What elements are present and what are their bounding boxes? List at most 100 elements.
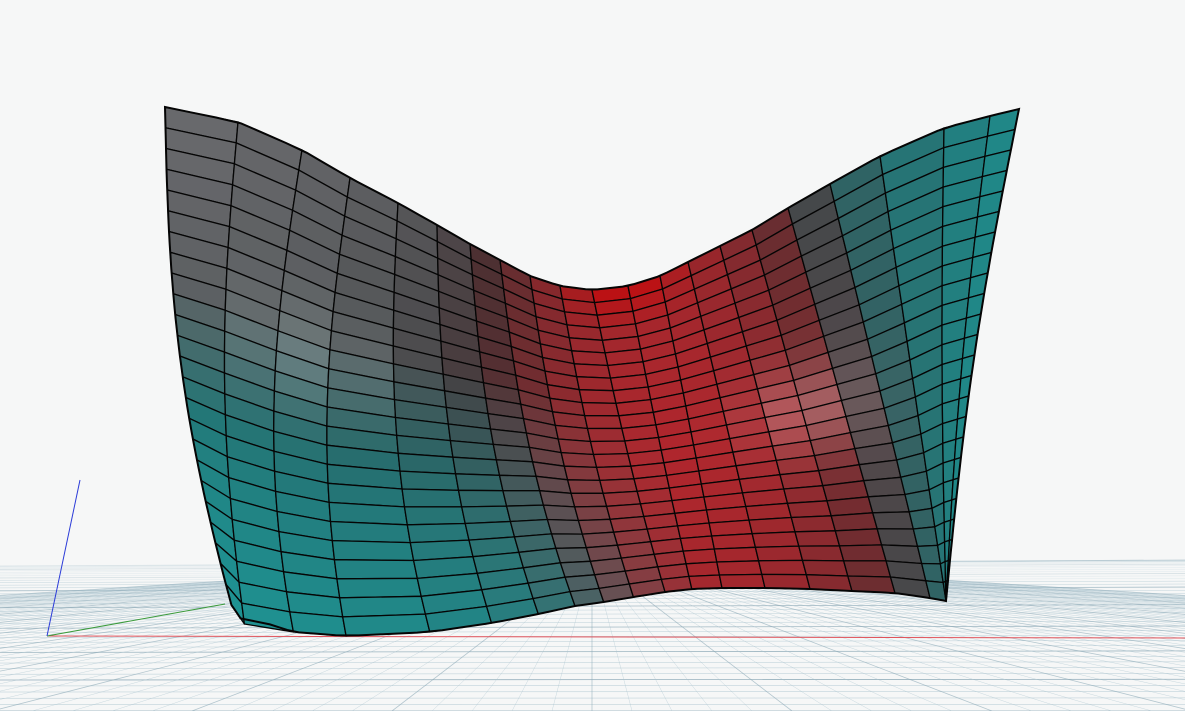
mesh-face xyxy=(716,560,763,576)
grid-line xyxy=(0,565,465,597)
mesh-face xyxy=(786,500,832,519)
mesh-face xyxy=(574,505,611,522)
mesh-face xyxy=(457,489,508,508)
grid-line xyxy=(690,565,1185,609)
surface-cells xyxy=(164,106,1020,637)
grid-line xyxy=(699,565,1185,605)
grid-line xyxy=(693,565,1185,608)
mesh-face xyxy=(761,573,811,590)
mesh-face xyxy=(397,452,457,475)
mesh-face xyxy=(748,516,796,535)
mesh-face xyxy=(555,547,592,564)
mesh-face xyxy=(581,401,620,417)
mesh-face xyxy=(711,533,757,550)
grid-line xyxy=(0,616,1185,620)
mesh-face xyxy=(863,476,906,498)
grid-line xyxy=(721,565,1185,597)
grid-line xyxy=(627,565,1185,700)
mesh-face xyxy=(688,574,723,590)
mesh-face xyxy=(560,451,598,469)
mesh-face xyxy=(336,577,422,599)
mesh-face xyxy=(908,507,936,530)
mesh-face xyxy=(876,528,919,547)
grid-line xyxy=(631,565,1185,685)
mesh-face xyxy=(916,544,942,565)
grid-line xyxy=(0,608,1185,612)
grid-line xyxy=(646,565,1185,649)
mesh-face xyxy=(566,479,604,494)
grid-line xyxy=(0,565,467,598)
mesh-face xyxy=(331,539,415,562)
grid-line xyxy=(0,565,478,602)
mesh-face xyxy=(682,548,718,565)
grid-line xyxy=(0,678,1185,681)
mesh-face xyxy=(571,350,609,367)
mesh-face xyxy=(838,544,887,562)
mesh-face xyxy=(461,505,512,525)
grid-line xyxy=(0,565,485,605)
mesh-face xyxy=(406,522,470,544)
grid-line xyxy=(649,565,1185,646)
grid-line xyxy=(0,565,463,597)
mesh-face xyxy=(563,465,601,482)
grid-line xyxy=(0,565,491,608)
mesh-face xyxy=(454,473,504,492)
grid-line xyxy=(0,565,494,609)
z-axis-line xyxy=(46,479,81,637)
mesh-face xyxy=(798,545,845,562)
mesh-face xyxy=(718,573,766,589)
mesh-face xyxy=(546,518,583,535)
mesh-face xyxy=(498,474,541,492)
grid-line xyxy=(0,565,472,600)
mesh-face xyxy=(539,490,576,508)
x-axis-line xyxy=(46,635,1185,639)
mesh-face xyxy=(570,492,608,508)
grid-line xyxy=(710,565,1185,600)
mesh-face xyxy=(751,531,800,548)
grid-line xyxy=(0,565,496,610)
mesh-face xyxy=(550,533,587,549)
grid-line xyxy=(640,565,1185,662)
mesh-face xyxy=(921,562,944,584)
grid-line xyxy=(723,565,1185,596)
mesh-face xyxy=(595,465,635,482)
grid-line xyxy=(0,656,1185,658)
grid-line xyxy=(0,565,480,603)
mesh-face xyxy=(495,459,537,477)
mesh-face xyxy=(592,452,632,469)
mesh-face xyxy=(757,559,807,576)
mesh-face xyxy=(502,490,545,507)
grid-line xyxy=(644,565,1185,653)
mesh-face xyxy=(754,545,804,562)
surface-mesh[interactable] xyxy=(163,105,1021,637)
mesh-face xyxy=(333,559,418,580)
grid-line xyxy=(695,565,1185,607)
grid-line xyxy=(688,565,1185,610)
mesh-face xyxy=(801,559,849,577)
grid-line xyxy=(0,565,461,596)
grid-line xyxy=(0,565,487,606)
grid-line xyxy=(0,565,489,607)
mesh-face xyxy=(576,376,614,392)
y-axis-line xyxy=(46,603,226,637)
mesh-face xyxy=(834,528,883,547)
grid-line xyxy=(0,640,1185,643)
grid-line xyxy=(701,565,1185,604)
mesh-face xyxy=(542,504,580,522)
mesh-face xyxy=(872,511,914,530)
grid-line xyxy=(686,565,1185,611)
grid-line xyxy=(0,661,1185,664)
grid-line xyxy=(684,565,1185,612)
grid-line xyxy=(642,565,1185,657)
grid-line xyxy=(0,565,483,604)
mesh-face xyxy=(329,520,411,544)
mesh-face xyxy=(843,560,892,578)
grid-line xyxy=(708,565,1185,601)
mesh-face xyxy=(584,414,623,430)
grid-line xyxy=(618,565,1073,711)
grid-line xyxy=(0,645,1185,648)
mesh-face xyxy=(790,515,836,533)
mesh-face xyxy=(912,526,939,547)
